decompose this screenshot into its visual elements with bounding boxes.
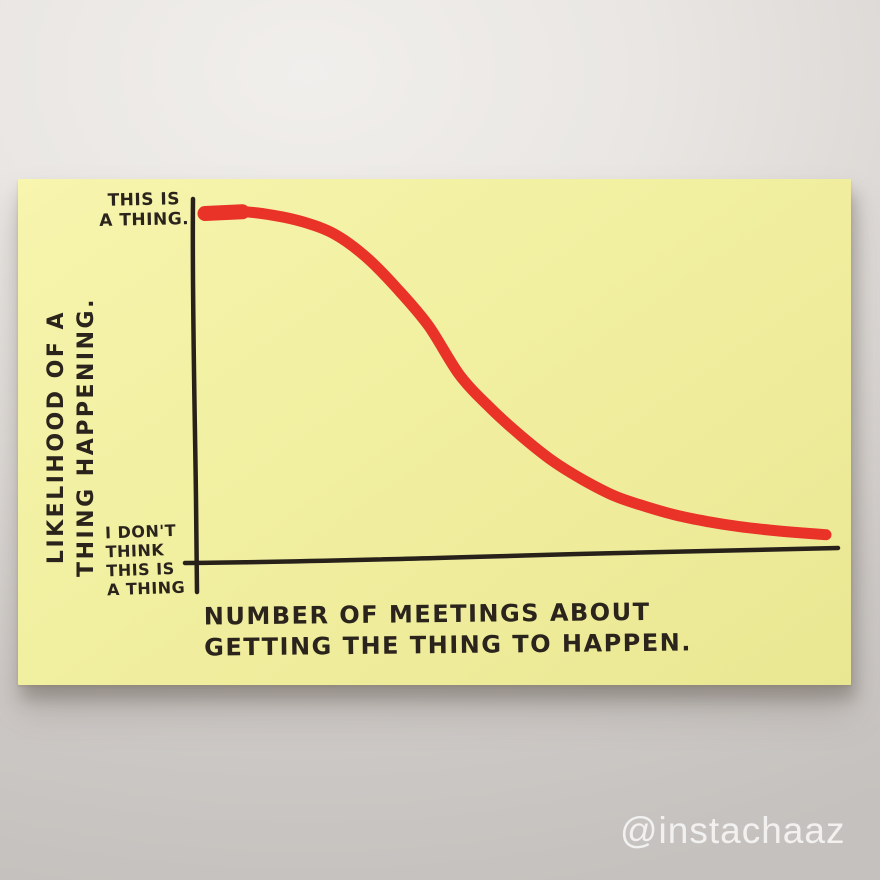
sticky-note: THIS IS A THING. LIKELIHOOD OF A THING H…: [18, 179, 851, 685]
curve-start-dab: [197, 204, 250, 221]
annotation-line: A THING: [106, 577, 186, 600]
watermark: @instachaaz: [620, 810, 846, 851]
y-axis-label-line: THING HAPPENING.: [74, 297, 99, 577]
y-axis-bottom-annotation: I DON'T THINK THIS IS A THING: [104, 520, 186, 600]
x-axis-label-line: GETTING THE THING TO HAPPEN.: [204, 628, 693, 662]
x-axis-label-line: NUMBER OF MEETINGS ABOUT: [203, 597, 651, 631]
y-axis-top-annotation: THIS IS A THING.: [88, 189, 201, 232]
annotation-line: I DON'T: [104, 520, 177, 543]
y-axis-line: [190, 196, 200, 595]
y-axis-label: LIKELIHOOD OF A THING HAPPENING.: [42, 267, 102, 607]
x-axis-line: [182, 545, 841, 566]
curve-line: [199, 206, 832, 541]
annotation-line: THIS IS: [107, 189, 181, 211]
x-axis-label: NUMBER OF MEETINGS ABOUT GETTING THE THI…: [204, 596, 692, 663]
y-axis-label-line: LIKELIHOOD OF A: [44, 309, 69, 565]
annotation-line: A THING.: [99, 209, 190, 232]
